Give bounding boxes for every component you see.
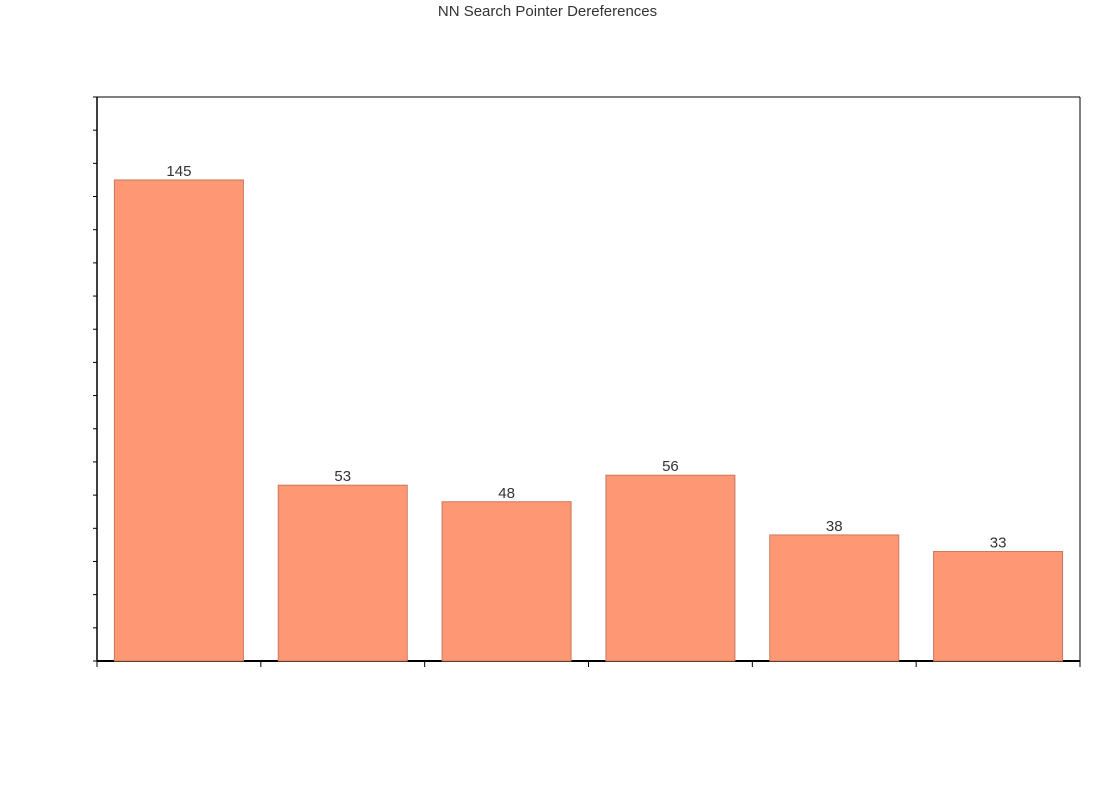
bar <box>441 501 572 662</box>
data-label-background <box>657 458 684 475</box>
data-label: 56 <box>662 458 679 475</box>
bar <box>113 179 244 662</box>
data-label-background <box>493 484 520 501</box>
bars <box>113 179 1064 662</box>
data-label: 53 <box>334 468 351 485</box>
data-label: 145 <box>166 163 191 180</box>
bar <box>277 484 408 662</box>
data-label: 38 <box>826 518 843 535</box>
bar <box>933 551 1064 662</box>
x-axis-ticks <box>96 661 1081 667</box>
data-label-background <box>161 162 197 179</box>
data-label: 33 <box>990 535 1007 552</box>
data-label-background <box>329 468 356 485</box>
bar <box>605 474 736 662</box>
data-label: 48 <box>498 485 515 502</box>
bar <box>769 534 900 662</box>
y-axis-ticks <box>93 96 97 662</box>
plot-frame <box>96 96 1081 662</box>
data-labels: 145 53 48 56 38 33 <box>161 162 1012 552</box>
data-label-background <box>821 517 848 534</box>
data-label-background <box>985 534 1012 551</box>
chart-title: NN Search Pointer Dereferences <box>437 3 658 20</box>
